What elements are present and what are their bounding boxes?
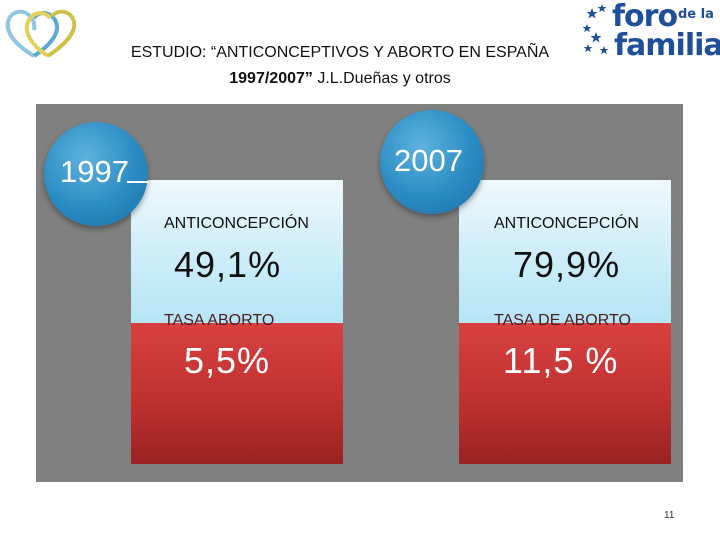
year-label-1997: 1997	[60, 154, 129, 189]
year-underline-1997	[127, 181, 148, 183]
contraception-value-2007: 79,9%	[513, 244, 621, 285]
logo-word-de-la: de la	[678, 7, 714, 22]
year-circle-2007	[380, 110, 484, 214]
abortion-value-2007: 11,5 %	[503, 340, 619, 381]
contraception-block-2007	[459, 180, 671, 323]
contraception-block-1997	[131, 180, 343, 323]
column-1997	[131, 180, 343, 464]
abortion-block-1997	[131, 323, 343, 464]
contraception-value-1997: 49,1%	[174, 244, 282, 285]
column-2007	[459, 180, 671, 464]
hearts-logo-icon	[5, 9, 77, 58]
year-label-2007: 2007	[394, 143, 463, 178]
logo-word-foro: foro	[612, 0, 678, 34]
contraception-label-1997: ANTICONCEPCIÓN	[164, 215, 309, 232]
study-title-line1: ESTUDIO: “ANTICONCEPTIVOS Y ABORTO EN ES…	[130, 44, 550, 61]
study-title-line2: 1997/2007” J.L.Dueñas y otros	[0, 70, 680, 88]
abortion-label-1997: TASA ABORTO	[164, 312, 275, 329]
study-title-years: 1997/2007”	[229, 70, 313, 87]
abortion-block-2007	[459, 323, 671, 464]
abortion-value-1997: 5,5%	[184, 340, 271, 381]
year-circle-1997	[44, 122, 148, 226]
abortion-label-2007: TASA DE ABORTO	[494, 312, 631, 329]
logo-word-familia: familia	[614, 28, 720, 63]
stars-logo-icon	[582, 4, 609, 55]
contraception-label-2007: ANTICONCEPCIÓN	[494, 215, 639, 232]
page-number: 11	[664, 510, 675, 521]
study-title-authors: J.L.Dueñas y otros	[312, 70, 451, 87]
